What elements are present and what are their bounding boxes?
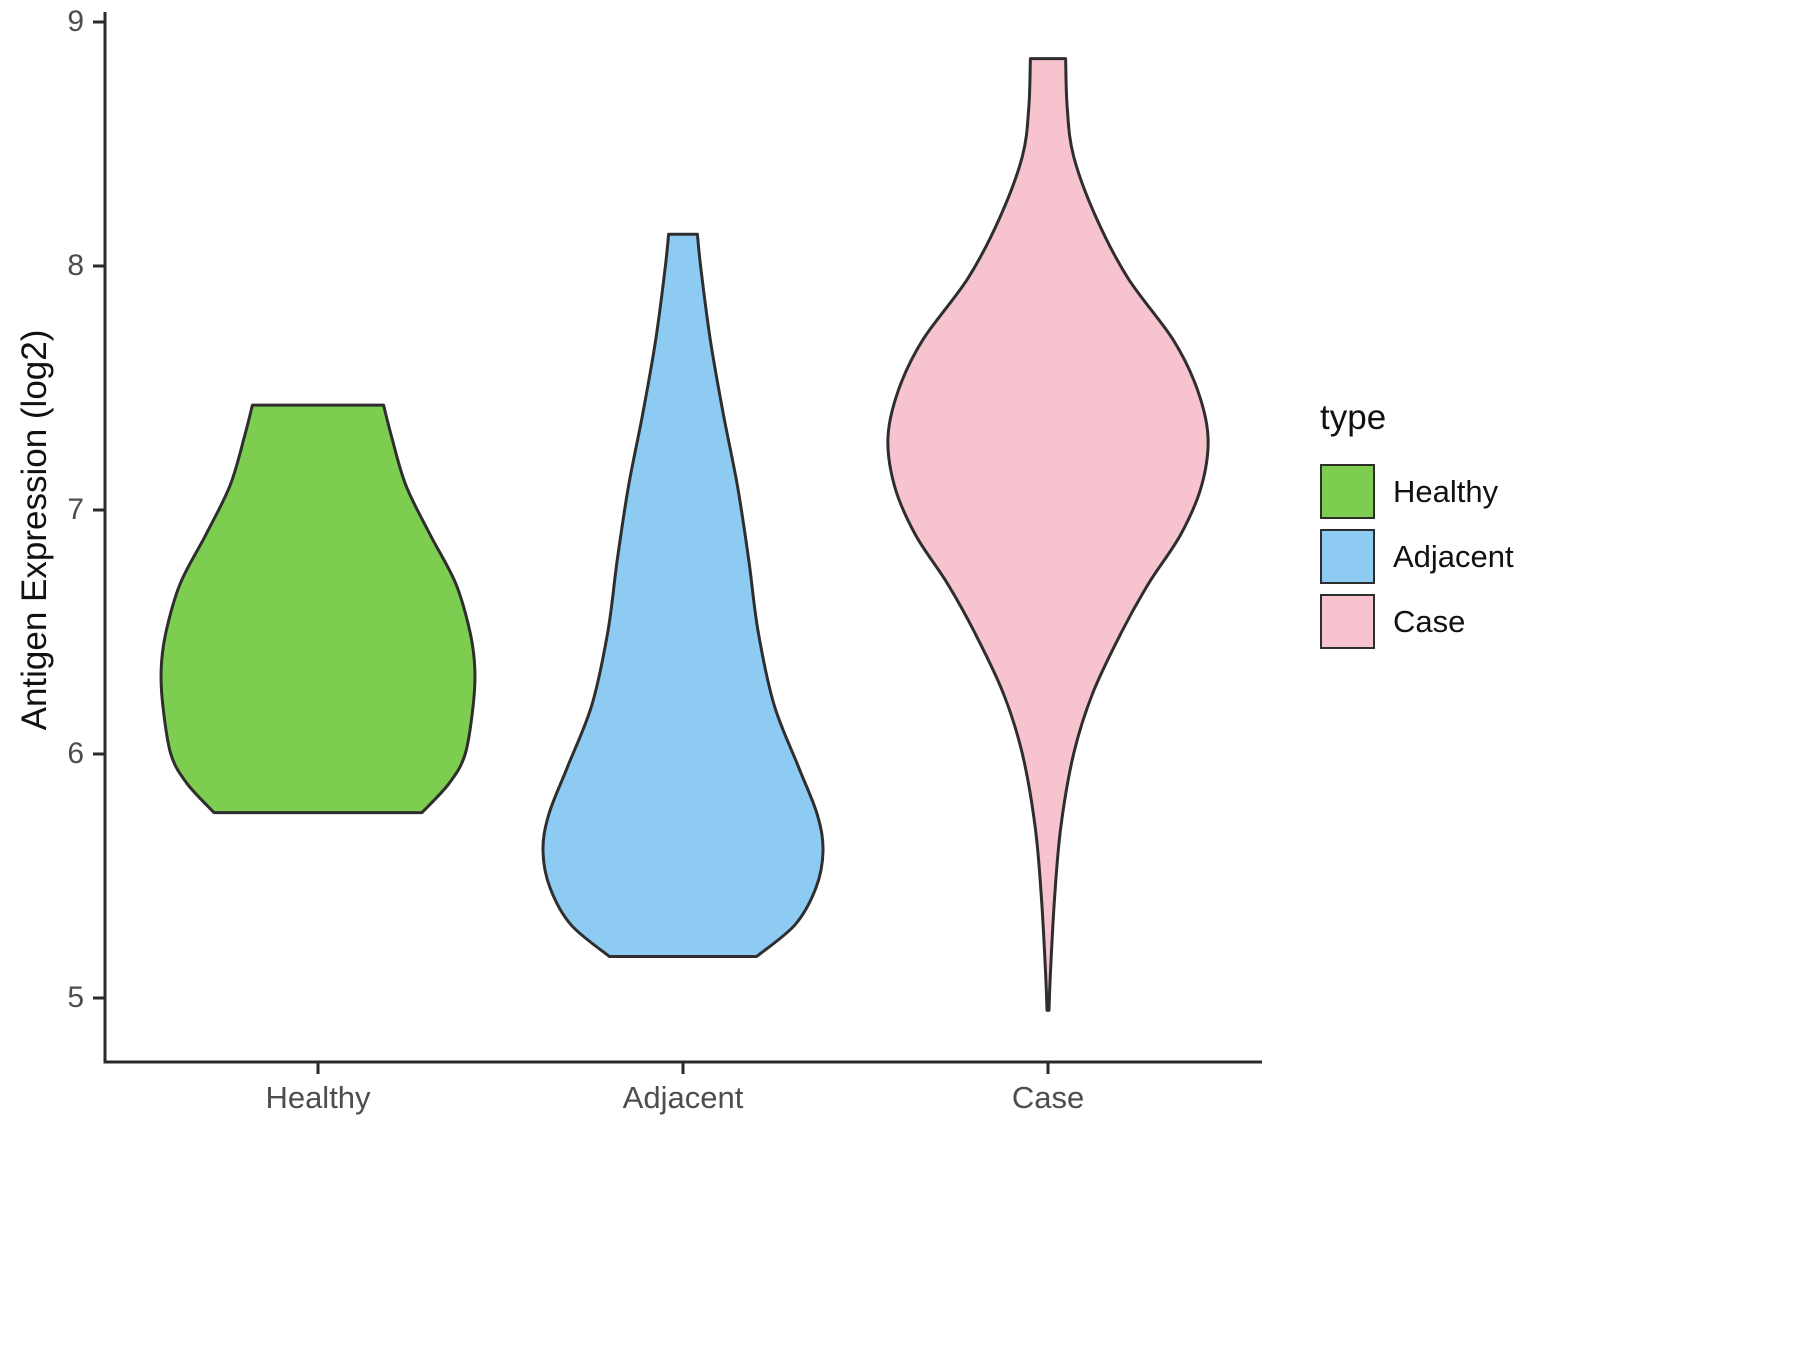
x-tick-label-adjacent: Adjacent (622, 1080, 744, 1115)
legend: type Healthy Adjacent Case (1320, 398, 1514, 659)
violin-adjacent (541, 232, 825, 958)
legend-label-healthy: Healthy (1393, 473, 1499, 509)
y-tick-label-6: 6 (67, 737, 84, 770)
legend-swatch-adjacent (1320, 529, 1375, 584)
legend-swatch-case (1320, 594, 1375, 649)
violin-case (886, 57, 1210, 1012)
legend-label-adjacent: Adjacent (1393, 538, 1514, 574)
axis-lines (103, 12, 1262, 1064)
y-tick-label-9: 9 (67, 5, 84, 38)
legend-item-healthy: Healthy (1320, 464, 1514, 519)
legend-item-case: Case (1320, 594, 1514, 649)
y-tick-label-5: 5 (67, 981, 84, 1014)
legend-label-case: Case (1393, 603, 1466, 639)
legend-item-adjacent: Adjacent (1320, 529, 1514, 584)
y-tick-label-7: 7 (67, 493, 84, 526)
legend-title: type (1320, 398, 1387, 437)
y-tick-label-8: 8 (67, 249, 84, 282)
x-tick-label-healthy: Healthy (265, 1080, 371, 1115)
x-tick-label-case: Case (1011, 1080, 1085, 1115)
violin-healthy (159, 403, 477, 815)
legend-swatch-healthy (1320, 464, 1375, 519)
